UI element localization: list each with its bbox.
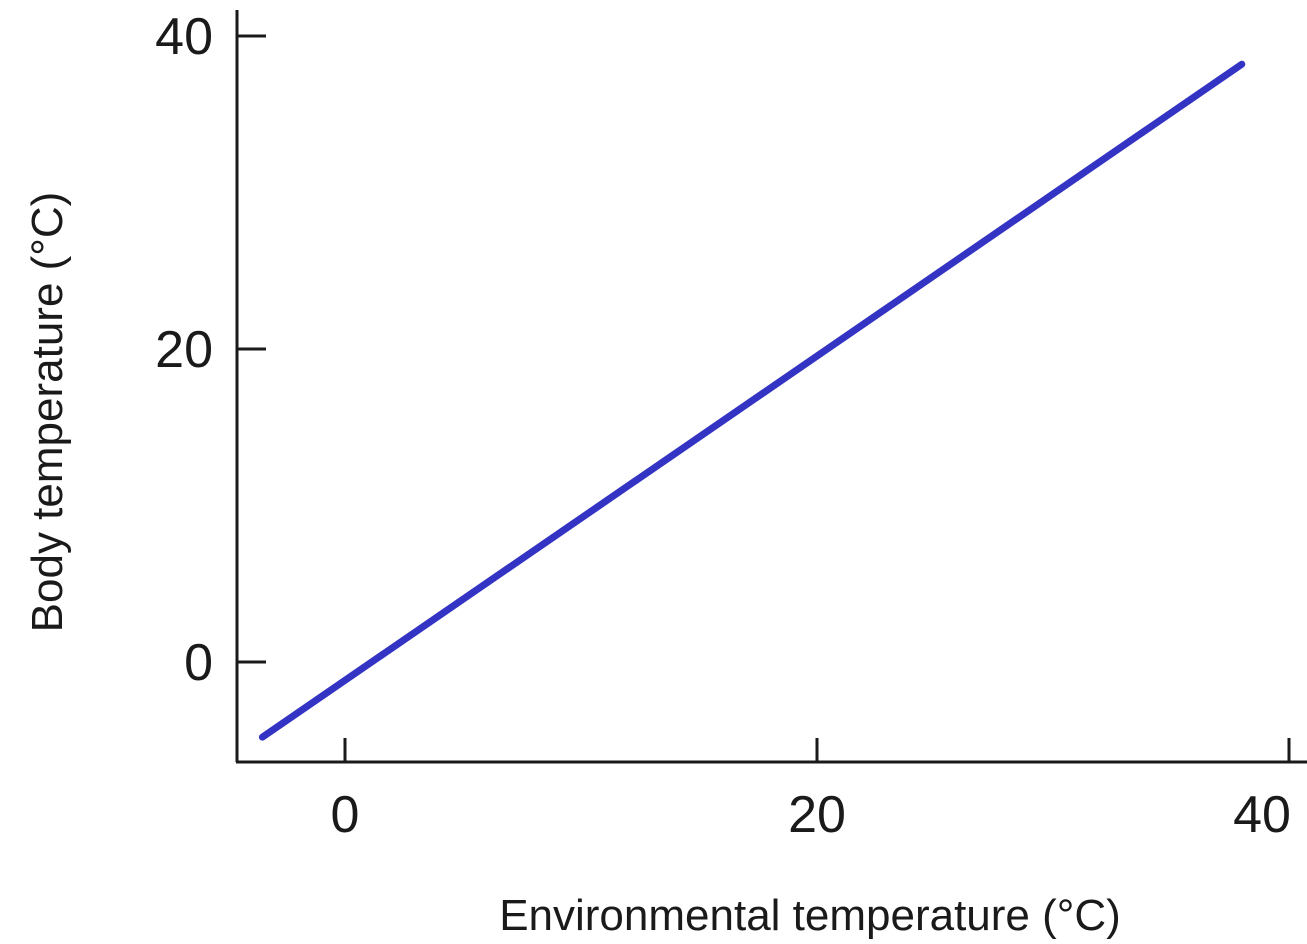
x-tick-label: 20 <box>788 786 846 844</box>
x-tick-label: 40 <box>1233 786 1291 844</box>
y-tick-label: 20 <box>155 321 213 379</box>
series-layer <box>258 60 1246 741</box>
y-tick-label: 40 <box>155 8 213 66</box>
y-axis-title: Body temperature (°C) <box>23 192 72 633</box>
x-tick-label: 0 <box>331 786 360 844</box>
x-axis-title: Environmental temperature (°C) <box>499 891 1121 940</box>
ticks: 0 20 40 0 20 40 <box>155 8 1291 844</box>
series-line <box>258 60 1246 741</box>
axes <box>235 10 1307 764</box>
y-tick-label: 0 <box>184 634 213 692</box>
